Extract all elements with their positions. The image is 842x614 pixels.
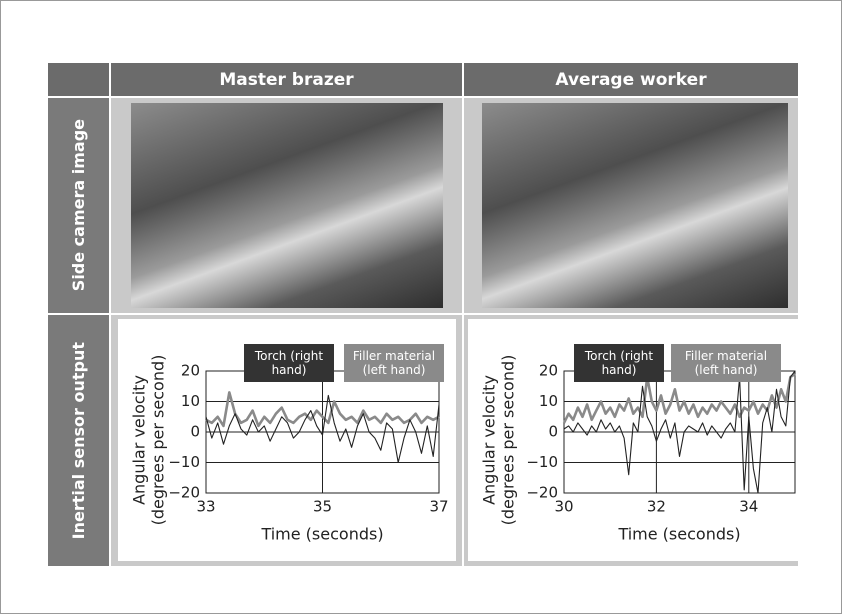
y-tick-label: 0 (548, 423, 558, 441)
x-tick-label: 30 (554, 498, 573, 516)
y-axis-label: Angular velocity (480, 375, 499, 505)
camera-image (482, 103, 788, 308)
y-tick-label: 0 (190, 423, 200, 441)
y-tick-label: −10 (168, 453, 200, 471)
legend-entry: Filler material (left hand) (671, 344, 781, 382)
x-tick-label: 37 (429, 498, 448, 516)
y-tick-label: −20 (168, 484, 200, 502)
x-tick-label: 33 (196, 498, 215, 516)
x-tick-label: 32 (647, 498, 666, 516)
row-header: Side camera image (48, 98, 109, 313)
image-cell (464, 98, 798, 313)
legend-entry: Filler material (left hand) (344, 344, 444, 382)
y-tick-label: −10 (526, 453, 558, 471)
legend-entry: Torch (right hand) (574, 344, 664, 382)
page: Master brazer Average worker Side camera… (0, 0, 842, 614)
image-cell (111, 98, 462, 313)
legend-entry: Torch (right hand) (244, 344, 334, 382)
row-label: Inertial sensor output (69, 342, 88, 539)
y-tick-label: 10 (181, 392, 200, 410)
chart-cell: −20 −10 0 10 20 30 32 34 Time (seconds) Angular v… (464, 315, 798, 566)
chart-box: −20 −10 0 10 20 30 32 34 Time (seconds) Angular v… (468, 319, 798, 561)
y-tick-label: 20 (539, 362, 558, 380)
row-header: Inertial sensor output (48, 315, 109, 566)
x-tick-label: 34 (739, 498, 758, 516)
y-tick-label: 10 (539, 392, 558, 410)
y-axis-label: (degrees per second) (149, 355, 168, 526)
x-tick-label: 35 (313, 498, 332, 516)
row-label: Side camera image (69, 119, 88, 291)
y-tick-label: 20 (181, 362, 200, 380)
chart-box: −20 −10 0 10 20 33 35 37 Time (seconds) Angular v… (118, 319, 456, 561)
column-header: Master brazer (111, 63, 462, 96)
x-axis-label: Time (seconds) (617, 525, 740, 544)
y-tick-label: −20 (526, 484, 558, 502)
corner-cell (48, 63, 109, 96)
camera-image (131, 103, 443, 308)
chart-cell: −20 −10 0 10 20 33 35 37 Time (seconds) Angular v… (111, 315, 462, 566)
y-axis-label: (degrees per second) (499, 355, 518, 526)
column-header: Average worker (464, 63, 798, 96)
x-axis-label: Time (seconds) (260, 525, 383, 544)
y-axis-label: Angular velocity (130, 375, 149, 505)
